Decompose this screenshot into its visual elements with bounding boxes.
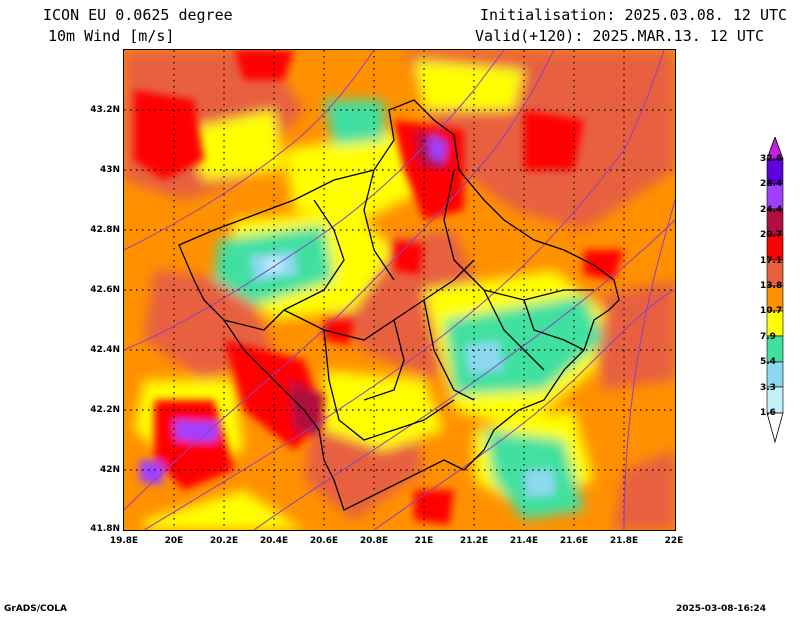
colorbar-bottom-arrow (766, 412, 784, 444)
lat-label: 43N (99, 165, 120, 175)
lon-label: 21.6E (559, 536, 589, 546)
colorbar-label: 24.4 (760, 205, 783, 215)
colorbar (766, 137, 784, 444)
lon-label: 19.8E (109, 536, 139, 546)
lat-label: 43.2N (90, 105, 120, 115)
colorbar-label: 32.6 (760, 154, 783, 164)
colorbar-label: 20.7 (760, 230, 783, 240)
colorbar-label: 13.8 (760, 281, 783, 291)
wind-extremes (134, 50, 624, 525)
lat-label: 42N (99, 465, 120, 475)
lon-label: 21.4E (509, 536, 539, 546)
admin-borders (178, 99, 620, 511)
field-title: 10m Wind [m/s] (48, 27, 175, 45)
render-timestamp: 2025-03-08-16:24 (676, 604, 766, 614)
colorbar-label: 3.3 (760, 383, 776, 393)
lon-label: 21.8E (609, 536, 639, 546)
colorbar-label: 17.1 (760, 256, 783, 266)
colorbar-label: 5.4 (760, 357, 776, 367)
map-border (123, 49, 676, 531)
software-credit: GrADS/COLA (4, 604, 67, 614)
wind-field-svg (124, 50, 675, 530)
wind-streamlines (124, 50, 675, 530)
colorbar-label: 28.4 (760, 179, 783, 189)
lon-label: 22E (664, 536, 684, 546)
colorbar-label: 7.9 (760, 332, 776, 342)
lat-label: 42.2N (90, 405, 120, 415)
colorbar-label: 10.7 (760, 306, 783, 316)
init-time: Initialisation: 2025.03.08. 12 UTC (480, 6, 788, 24)
lat-label: 42.8N (90, 225, 120, 235)
valid-time: Valid(+120): 2025.MAR.13. 12 UTC (475, 27, 764, 45)
lon-label: 21.2E (459, 536, 489, 546)
wind-map (124, 50, 675, 530)
lat-label: 41.8N (90, 524, 120, 534)
lon-label: 20.8E (359, 536, 389, 546)
lon-label: 20E (164, 536, 184, 546)
lon-label: 21E (414, 536, 434, 546)
model-title: ICON EU 0.0625 degree (43, 6, 233, 24)
lat-label: 42.4N (90, 345, 120, 355)
lon-label: 20.6E (309, 536, 339, 546)
lat-label: 42.6N (90, 285, 120, 295)
lon-label: 20.2E (209, 536, 239, 546)
colorbar-label: 1.6 (760, 408, 776, 418)
lon-label: 20.4E (259, 536, 289, 546)
